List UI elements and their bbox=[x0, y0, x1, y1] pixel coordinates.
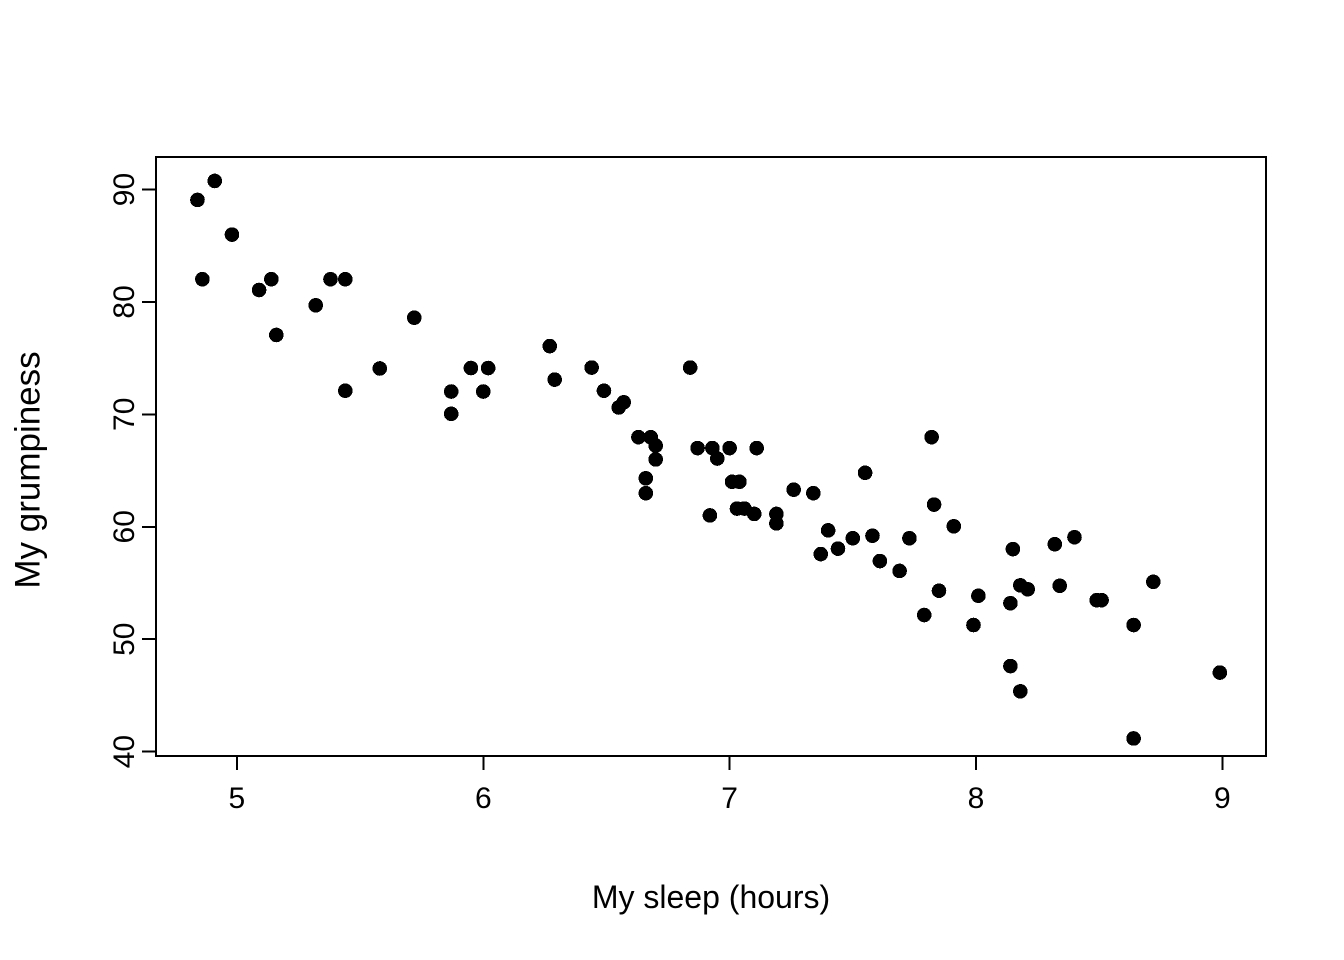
svg-text:5: 5 bbox=[229, 782, 246, 815]
svg-text:My sleep (hours): My sleep (hours) bbox=[592, 879, 830, 915]
svg-text:50: 50 bbox=[108, 623, 141, 656]
svg-text:6: 6 bbox=[475, 782, 492, 815]
svg-text:9: 9 bbox=[1214, 782, 1231, 815]
svg-text:80: 80 bbox=[108, 285, 141, 318]
svg-text:7: 7 bbox=[721, 782, 738, 815]
svg-text:70: 70 bbox=[108, 398, 141, 431]
svg-text:40: 40 bbox=[108, 735, 141, 768]
svg-text:8: 8 bbox=[968, 782, 985, 815]
svg-text:My grumpiness: My grumpiness bbox=[9, 351, 48, 588]
svg-text:60: 60 bbox=[108, 510, 141, 543]
svg-text:90: 90 bbox=[108, 173, 141, 206]
